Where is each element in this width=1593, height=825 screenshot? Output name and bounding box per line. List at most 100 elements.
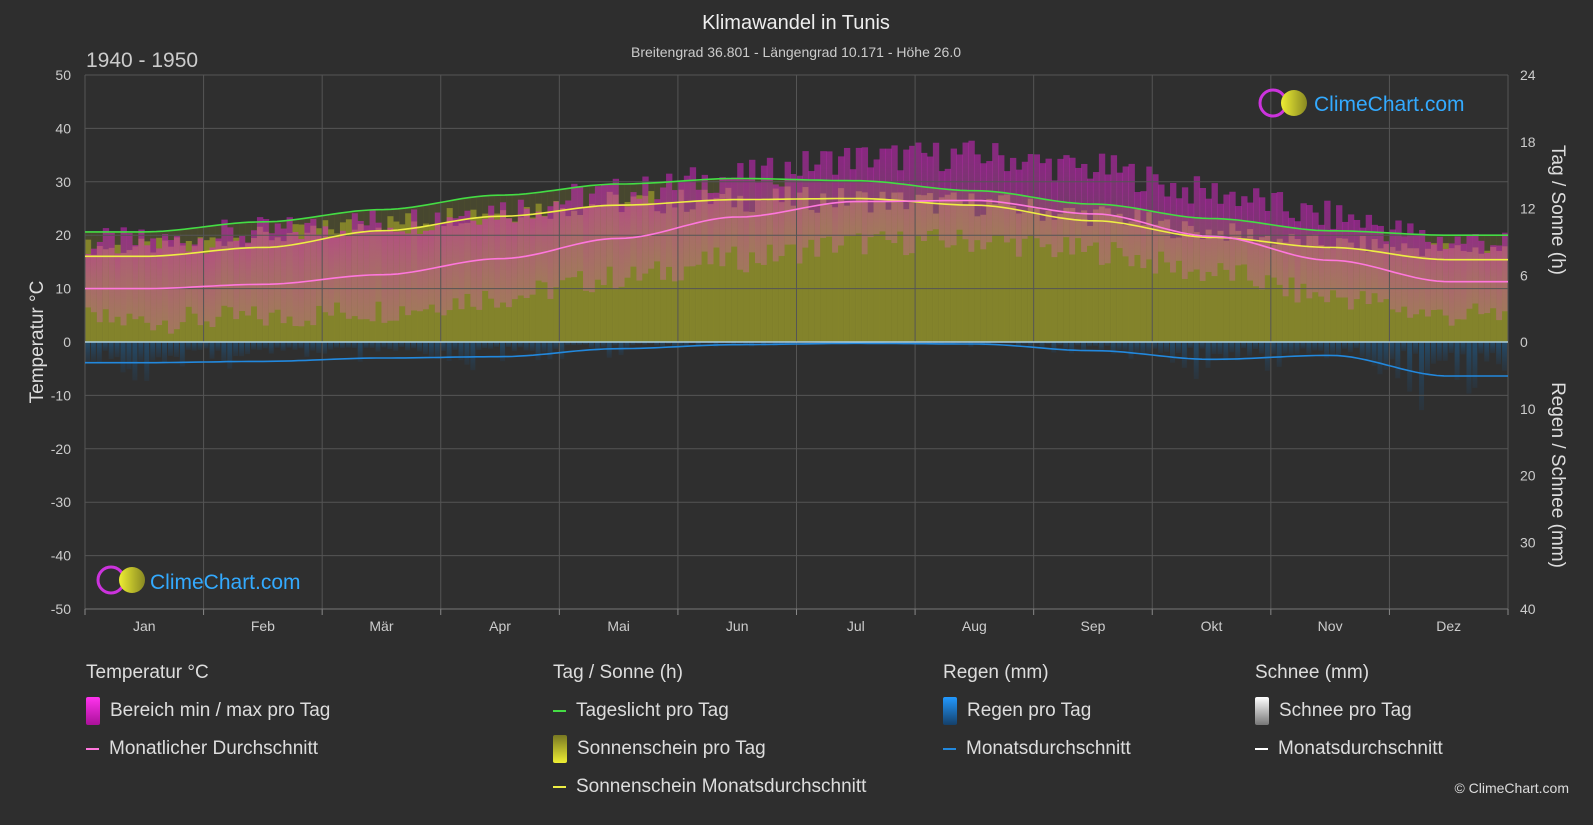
month-tick-label: Dez [1436, 618, 1461, 634]
temp-range-bar [796, 175, 803, 264]
temp-range-bar [114, 253, 121, 317]
temp-range-bar [577, 186, 584, 272]
rain-bar [191, 342, 197, 351]
sunshine-bar [1116, 213, 1124, 342]
rain-bar [1057, 342, 1063, 346]
sunshine-bar [1253, 242, 1260, 342]
temp-range-bar [547, 206, 554, 299]
temp-range-bar [375, 222, 382, 302]
logo-sun-icon [119, 567, 145, 593]
temp-range-bar [162, 234, 169, 321]
rain-bar [1152, 342, 1158, 349]
rain-bar [1359, 342, 1365, 358]
rain-bar [310, 342, 316, 351]
rain-bar [1336, 342, 1341, 356]
legend-item-rain-daily: Regen pro Tag [943, 697, 1131, 725]
temp-range-bar [808, 171, 815, 240]
rain-bar [1264, 342, 1270, 371]
legend-snow: Schnee (mm) Schnee pro Tag Monatsdurchsc… [1255, 662, 1443, 774]
temp-range-bar [339, 230, 347, 313]
legend-label: Regen pro Tag [967, 700, 1092, 721]
rain-bar [316, 342, 322, 353]
rain-bar [1454, 342, 1460, 380]
sunshine-bar [826, 204, 833, 342]
temp-range-bar [1193, 176, 1201, 270]
rain-bar [168, 342, 173, 356]
temp-range-bar [956, 154, 963, 230]
sunshine-bar [749, 211, 756, 342]
rain-bar [464, 342, 470, 365]
temp-range-bar [1365, 214, 1373, 305]
rain-bar [594, 342, 600, 351]
snow-swatch-icon [1255, 697, 1269, 725]
rain-bar [393, 342, 399, 351]
rain-bar [1134, 342, 1140, 353]
rain-bar [298, 342, 304, 349]
rain-bar [126, 342, 132, 370]
legend: Temperatur °C Bereich min / max pro Tag … [0, 662, 1593, 812]
month-tick-label: Apr [489, 618, 511, 634]
temp-range-bar [624, 206, 631, 278]
temp-range-bar [630, 192, 637, 267]
temp-range-bar [1045, 158, 1052, 245]
sunshine-bar [1229, 223, 1236, 342]
month-tick-label: Feb [251, 618, 275, 634]
rain-bar [1389, 342, 1395, 360]
sunshine-bar [1152, 224, 1159, 342]
temp-range-bar [1407, 223, 1414, 318]
temp-range-bar [316, 234, 323, 306]
rain-bar [476, 342, 482, 351]
sunshine-bar [1211, 238, 1218, 342]
rain-bar [280, 342, 286, 351]
rain-bar [458, 342, 464, 361]
temp-range-bar [1478, 240, 1485, 315]
sunshine-bar [1241, 238, 1248, 342]
rain-bar [743, 342, 749, 345]
temp-range-bar [328, 237, 335, 316]
temp-range-bar [1081, 163, 1088, 252]
sunshine-bar [1051, 219, 1058, 342]
rain-bar [600, 342, 606, 348]
temp-range-bar [292, 232, 299, 327]
sunshine-bar [1158, 220, 1165, 342]
temp-range-bar [1158, 184, 1165, 252]
temp-range-bar [1033, 154, 1040, 239]
rain-bar [1039, 342, 1045, 349]
rain-bar [577, 342, 583, 346]
series-lines-layer [85, 177, 1508, 377]
rain-bar [156, 342, 162, 358]
temp-range-bar [826, 151, 833, 237]
sunshine-bar [689, 209, 697, 342]
temp-range-bar [203, 253, 210, 322]
rain-bar [565, 342, 571, 346]
temp-range-bar [197, 238, 204, 326]
left-tick-label: 20 [55, 227, 71, 243]
rain-bar [1484, 342, 1490, 362]
temp-range-bar [1288, 217, 1295, 278]
temp-range-bar [849, 169, 857, 237]
rain-bar [1199, 342, 1205, 349]
month-tick-label: Jul [847, 618, 865, 634]
rain-bar [1466, 342, 1472, 394]
legend-item-snow-avg: Monatsdurchschnitt [1255, 736, 1443, 762]
sunshine-bar [1199, 239, 1207, 342]
temp-range-bar [1395, 220, 1402, 313]
sunshine-bar [1021, 212, 1029, 342]
rain-bar [1235, 342, 1241, 361]
temp-range-bar [938, 171, 946, 241]
temp-range-bar [215, 238, 222, 317]
rain-bar [1104, 342, 1110, 346]
rain-bar [660, 342, 666, 348]
temp-range-bar [843, 147, 851, 237]
temp-range-bar [743, 179, 750, 273]
rain-bar [1027, 342, 1033, 347]
rain-bar [411, 342, 417, 349]
temp-range-bar [369, 210, 376, 322]
sunshine-bar [873, 198, 880, 342]
rain-bar [138, 342, 144, 361]
rain-bar [108, 342, 114, 360]
sunshine-bar [1063, 207, 1070, 342]
rain-bar [559, 342, 565, 359]
temp-range-bar [695, 189, 703, 265]
rain-bar [114, 342, 120, 358]
